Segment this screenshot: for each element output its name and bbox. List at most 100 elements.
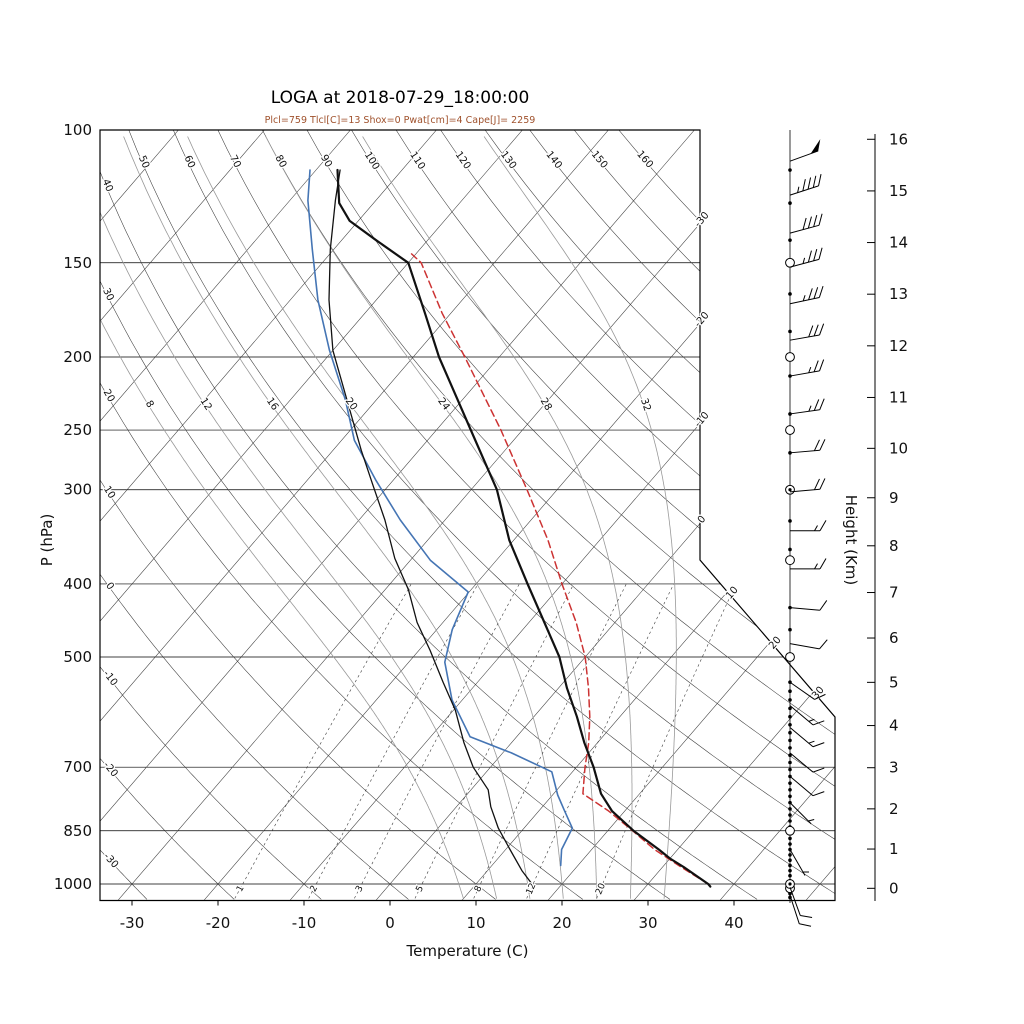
svg-text:50: 50	[136, 154, 151, 170]
wind-barb	[789, 752, 825, 773]
svg-text:140: 140	[543, 149, 563, 171]
svg-text:20: 20	[767, 635, 784, 652]
svg-text:8: 8	[143, 399, 156, 410]
wind-barb	[790, 558, 827, 570]
svg-text:-10: -10	[292, 914, 317, 932]
wind-barb	[789, 600, 828, 611]
wind-barb	[789, 705, 825, 726]
wind-barb	[789, 139, 821, 162]
svg-text:150: 150	[589, 149, 610, 171]
mixing-ratio-lines	[234, 583, 737, 899]
svg-text:1: 1	[889, 840, 899, 858]
svg-text:5: 5	[415, 884, 427, 894]
svg-text:30: 30	[100, 287, 115, 303]
plot-area	[100, 130, 835, 901]
svg-text:160: 160	[634, 149, 655, 171]
svg-text:80: 80	[273, 153, 289, 169]
svg-text:8: 8	[473, 884, 485, 894]
svg-text:28: 28	[538, 396, 554, 413]
svg-text:120: 120	[453, 150, 473, 172]
wind-barb	[789, 887, 813, 919]
svg-text:10: 10	[101, 484, 117, 501]
wind-barb	[789, 727, 825, 748]
wind-barb	[789, 323, 825, 341]
wind-barb	[789, 439, 826, 454]
chart-subtitle: Plcl=759 Tlcl[C]=13 Shox=0 Pwat[cm]=4 Ca…	[264, 115, 536, 126]
svg-text:1000: 1000	[54, 875, 92, 893]
wind-barb	[789, 895, 812, 927]
svg-text:200: 200	[63, 348, 92, 366]
svg-text:5: 5	[889, 673, 899, 691]
svg-text:-10: -10	[693, 410, 712, 430]
svg-text:9: 9	[889, 489, 899, 507]
svg-text:-20: -20	[693, 310, 712, 330]
temperature-axis: -30 -20 -10 0 10 20 30 40	[120, 900, 744, 932]
plot-frame	[99, 129, 836, 902]
svg-text:60: 60	[181, 154, 196, 170]
wind-barb	[789, 776, 825, 797]
isotherm-lines	[100, 130, 835, 901]
pressure-axis: 100 150 200 250 300 400 500 700 850 1000	[54, 121, 92, 893]
svg-text:20: 20	[101, 388, 117, 404]
chart-title: LOGA at 2018-07-29_18:00:00	[270, 88, 530, 108]
wind-barb	[789, 359, 825, 377]
svg-text:32: 32	[638, 397, 653, 413]
wind-barb	[789, 213, 823, 234]
svg-text:1: 1	[235, 884, 247, 894]
temperature-curve	[336, 168, 712, 888]
svg-text:130: 130	[498, 149, 518, 171]
svg-text:11: 11	[889, 389, 908, 407]
wind-barb	[789, 849, 809, 876]
wind-barb	[789, 639, 828, 650]
svg-text:500: 500	[63, 648, 92, 666]
moist-adiabat-lines	[100, 136, 677, 899]
parcel-curve	[408, 250, 709, 885]
svg-text:-30: -30	[693, 210, 712, 230]
svg-text:0: 0	[385, 914, 395, 932]
svg-text:250: 250	[63, 421, 92, 439]
svg-text:700: 700	[63, 758, 92, 776]
svg-text:10: 10	[724, 585, 741, 602]
svg-text:30: 30	[638, 914, 657, 932]
svg-text:40: 40	[100, 178, 115, 194]
svg-text:14: 14	[889, 234, 908, 252]
svg-text:2: 2	[889, 800, 899, 818]
wind-barb	[789, 398, 825, 415]
svg-text:0: 0	[696, 514, 708, 526]
wind-barb	[790, 520, 827, 532]
svg-text:-30: -30	[120, 914, 145, 932]
svg-text:40: 40	[724, 914, 743, 932]
svg-text:0: 0	[103, 581, 116, 593]
svg-text:-20: -20	[206, 914, 231, 932]
svg-text:100: 100	[362, 150, 381, 172]
svg-text:7: 7	[889, 584, 899, 602]
svg-text:850: 850	[63, 822, 92, 840]
wetbulb-curve	[307, 169, 574, 867]
isobar-lines	[100, 130, 835, 885]
dewpoint-curve	[328, 169, 535, 888]
svg-text:0: 0	[889, 879, 899, 897]
svg-text:10: 10	[889, 439, 908, 457]
svg-text:20: 20	[552, 914, 571, 932]
svg-text:4: 4	[889, 717, 899, 735]
svg-text:100: 100	[63, 121, 92, 139]
wind-column	[785, 130, 828, 927]
wind-barb	[789, 174, 822, 196]
svg-text:15: 15	[889, 182, 908, 200]
wind-barb	[789, 681, 826, 700]
svg-text:90: 90	[318, 153, 334, 170]
svg-text:12: 12	[889, 337, 908, 355]
wind-barb	[789, 285, 824, 305]
svg-text:150: 150	[63, 254, 92, 272]
svg-text:70: 70	[227, 154, 243, 170]
svg-text:30: 30	[810, 685, 827, 702]
svg-text:6: 6	[889, 629, 899, 647]
wind-barb	[789, 247, 823, 268]
svg-text:400: 400	[63, 575, 92, 593]
dry-adiabat-lines	[100, 130, 835, 900]
svg-text:13: 13	[889, 285, 908, 303]
